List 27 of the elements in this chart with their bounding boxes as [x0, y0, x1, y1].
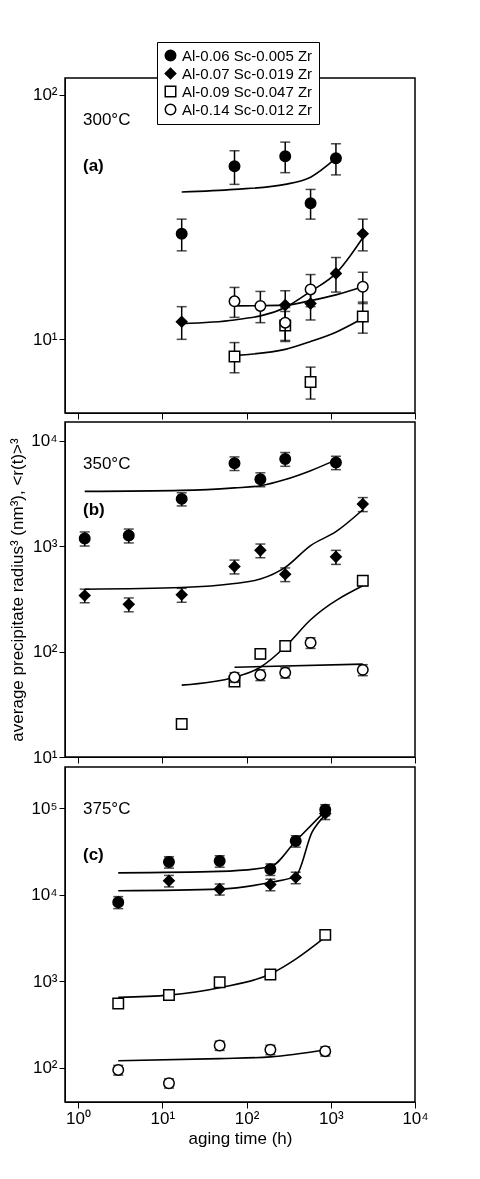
- x-axis-title: aging time (h): [188, 1128, 293, 1148]
- annotation: (b): [83, 500, 105, 519]
- x-tick-label: 10¹: [150, 1108, 176, 1128]
- x-tick-label: 10⁰: [66, 1108, 92, 1128]
- y-tick-label: 10⁴: [31, 431, 58, 451]
- x-tick-label: 10⁴: [402, 1108, 429, 1128]
- annotation: 350°C: [83, 454, 131, 473]
- x-tick-label: 10³: [318, 1108, 344, 1128]
- y-tick-label: 10²: [32, 85, 58, 105]
- annotation: 375°C: [83, 799, 131, 818]
- y-axis-title: average precipitate radius³ (nm³), <r(t)>³: [8, 438, 28, 742]
- y-tick-label: 10²: [32, 642, 58, 662]
- legend-label: Al-0.09 Sc-0.047 Zr: [182, 82, 313, 100]
- y-tick-label: 10¹: [32, 329, 58, 349]
- legend-label: Al-0.06 Sc-0.005 Zr: [182, 46, 313, 64]
- legend-label: Al-0.07 Sc-0.019 Zr: [182, 64, 313, 82]
- y-tick-label: 10²: [32, 1058, 58, 1078]
- x-tick-label: 10²: [234, 1108, 260, 1128]
- annotation: 300°C: [83, 110, 131, 129]
- y-tick-label: 10⁵: [31, 798, 58, 818]
- legend-label: Al-0.14 Sc-0.012 Zr: [182, 100, 313, 118]
- annotation: (a): [83, 156, 104, 175]
- y-tick-label: 10¹: [32, 747, 58, 767]
- y-tick-label: 10³: [32, 536, 58, 556]
- annotation: (c): [83, 845, 104, 864]
- y-tick-label: 10³: [32, 971, 58, 991]
- y-tick-label: 10⁴: [31, 885, 58, 905]
